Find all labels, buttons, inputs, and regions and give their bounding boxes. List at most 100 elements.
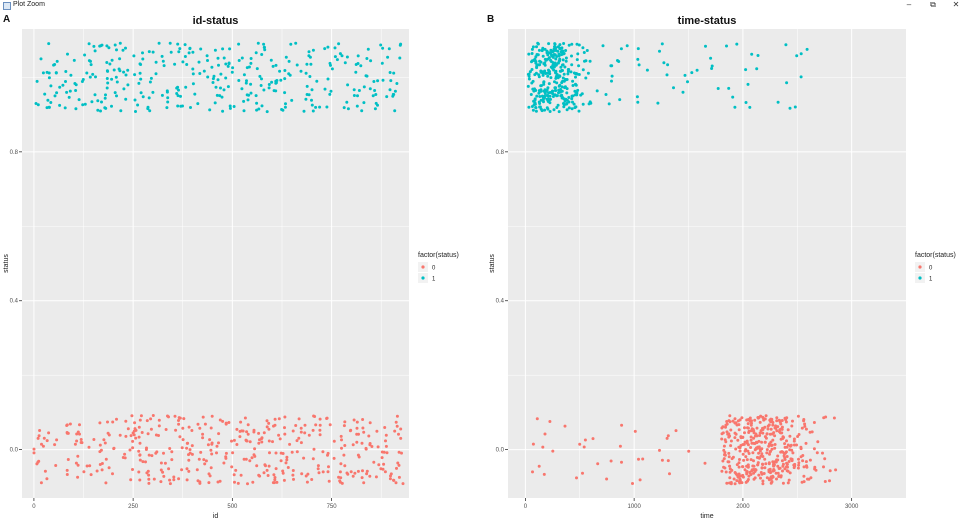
data-point-status-1 bbox=[373, 107, 377, 111]
data-point-status-0 bbox=[537, 464, 541, 468]
data-point-status-0 bbox=[85, 464, 89, 468]
data-point-status-0 bbox=[727, 451, 731, 455]
minimize-button[interactable]: – bbox=[906, 0, 912, 9]
data-point-status-1 bbox=[385, 95, 389, 99]
data-point-status-0 bbox=[725, 430, 729, 434]
data-point-status-0 bbox=[751, 451, 755, 455]
data-point-status-1 bbox=[283, 77, 287, 81]
data-point-status-0 bbox=[737, 445, 741, 449]
restore-button[interactable]: ⧉ bbox=[930, 0, 936, 9]
data-point-status-1 bbox=[138, 71, 142, 75]
data-point-status-1 bbox=[58, 103, 62, 107]
data-point-status-0 bbox=[772, 431, 776, 435]
data-point-status-1 bbox=[154, 72, 158, 76]
data-point-status-1 bbox=[554, 48, 558, 52]
panel-b-legend-title: factor(status) bbox=[915, 252, 956, 259]
data-point-status-1 bbox=[541, 54, 545, 58]
data-point-status-1 bbox=[41, 71, 45, 75]
data-point-status-0 bbox=[395, 414, 399, 418]
data-point-status-0 bbox=[141, 460, 145, 464]
data-point-status-1 bbox=[100, 100, 103, 104]
data-point-status-0 bbox=[381, 467, 385, 471]
data-point-status-0 bbox=[745, 472, 749, 476]
data-point-status-1 bbox=[586, 71, 590, 75]
data-point-status-1 bbox=[136, 103, 140, 107]
data-point-status-1 bbox=[290, 98, 294, 102]
data-point-status-1 bbox=[352, 88, 356, 92]
data-point-status-0 bbox=[39, 481, 43, 485]
data-point-status-0 bbox=[32, 447, 36, 451]
data-point-status-1 bbox=[246, 98, 250, 102]
data-point-status-0 bbox=[722, 457, 726, 461]
data-point-status-1 bbox=[283, 69, 287, 72]
data-point-status-1 bbox=[187, 51, 191, 55]
data-point-status-1 bbox=[373, 89, 377, 92]
data-point-status-0 bbox=[267, 464, 271, 468]
data-point-status-0 bbox=[728, 414, 732, 418]
data-point-status-0 bbox=[796, 414, 800, 418]
data-point-status-0 bbox=[774, 424, 778, 428]
data-point-status-0 bbox=[292, 477, 295, 481]
data-point-status-0 bbox=[802, 480, 806, 484]
data-point-status-1 bbox=[716, 87, 720, 90]
data-point-status-1 bbox=[369, 59, 373, 63]
data-point-status-0 bbox=[743, 440, 747, 444]
data-point-status-1 bbox=[270, 80, 274, 84]
data-point-status-1 bbox=[564, 49, 568, 52]
data-point-status-1 bbox=[725, 44, 728, 48]
data-point-status-0 bbox=[796, 466, 800, 470]
data-point-status-0 bbox=[802, 465, 806, 469]
data-point-status-0 bbox=[360, 441, 364, 445]
data-point-status-0 bbox=[769, 449, 772, 453]
data-point-status-1 bbox=[533, 73, 537, 77]
data-point-status-0 bbox=[737, 428, 741, 432]
data-point-status-0 bbox=[824, 415, 828, 419]
data-point-status-0 bbox=[215, 444, 219, 448]
data-point-status-0 bbox=[115, 417, 118, 421]
data-point-status-1 bbox=[558, 43, 562, 47]
data-point-status-0 bbox=[149, 417, 153, 421]
data-point-status-1 bbox=[636, 47, 640, 51]
data-point-status-1 bbox=[69, 73, 73, 77]
data-point-status-0 bbox=[804, 441, 808, 445]
data-point-status-0 bbox=[271, 440, 274, 444]
data-point-status-0 bbox=[383, 470, 387, 474]
data-point-status-0 bbox=[147, 477, 151, 481]
data-point-status-0 bbox=[159, 461, 163, 465]
data-point-status-1 bbox=[115, 94, 118, 98]
data-point-status-0 bbox=[785, 469, 789, 473]
data-point-status-0 bbox=[754, 447, 758, 451]
data-point-status-0 bbox=[161, 470, 165, 474]
data-point-status-1 bbox=[610, 79, 613, 83]
data-point-status-1 bbox=[710, 64, 714, 68]
data-point-status-0 bbox=[720, 432, 724, 436]
data-point-status-0 bbox=[318, 433, 322, 437]
data-point-status-0 bbox=[757, 473, 761, 477]
data-point-status-0 bbox=[760, 440, 764, 444]
data-point-status-1 bbox=[571, 79, 575, 83]
data-point-status-0 bbox=[720, 437, 724, 441]
data-point-status-0 bbox=[780, 419, 784, 422]
close-button[interactable]: ✕ bbox=[952, 0, 960, 9]
data-point-status-0 bbox=[95, 469, 99, 473]
data-point-status-0 bbox=[752, 431, 756, 435]
data-point-status-1 bbox=[310, 88, 314, 92]
data-point-status-1 bbox=[89, 63, 93, 67]
data-point-status-0 bbox=[753, 442, 757, 445]
data-point-status-1 bbox=[531, 45, 535, 49]
data-point-status-0 bbox=[758, 420, 762, 424]
data-point-status-1 bbox=[552, 63, 556, 67]
data-point-status-0 bbox=[230, 465, 234, 469]
data-point-status-0 bbox=[209, 426, 213, 430]
data-point-status-1 bbox=[562, 97, 566, 101]
data-point-status-1 bbox=[555, 81, 559, 85]
data-point-status-1 bbox=[92, 44, 96, 48]
data-point-status-1 bbox=[304, 97, 308, 101]
data-point-status-0 bbox=[265, 468, 269, 472]
data-point-status-1 bbox=[552, 68, 556, 72]
data-point-status-0 bbox=[186, 441, 190, 445]
data-point-status-0 bbox=[732, 477, 736, 481]
data-point-status-0 bbox=[137, 449, 141, 453]
data-point-status-0 bbox=[583, 438, 587, 442]
data-point-status-0 bbox=[759, 429, 763, 433]
